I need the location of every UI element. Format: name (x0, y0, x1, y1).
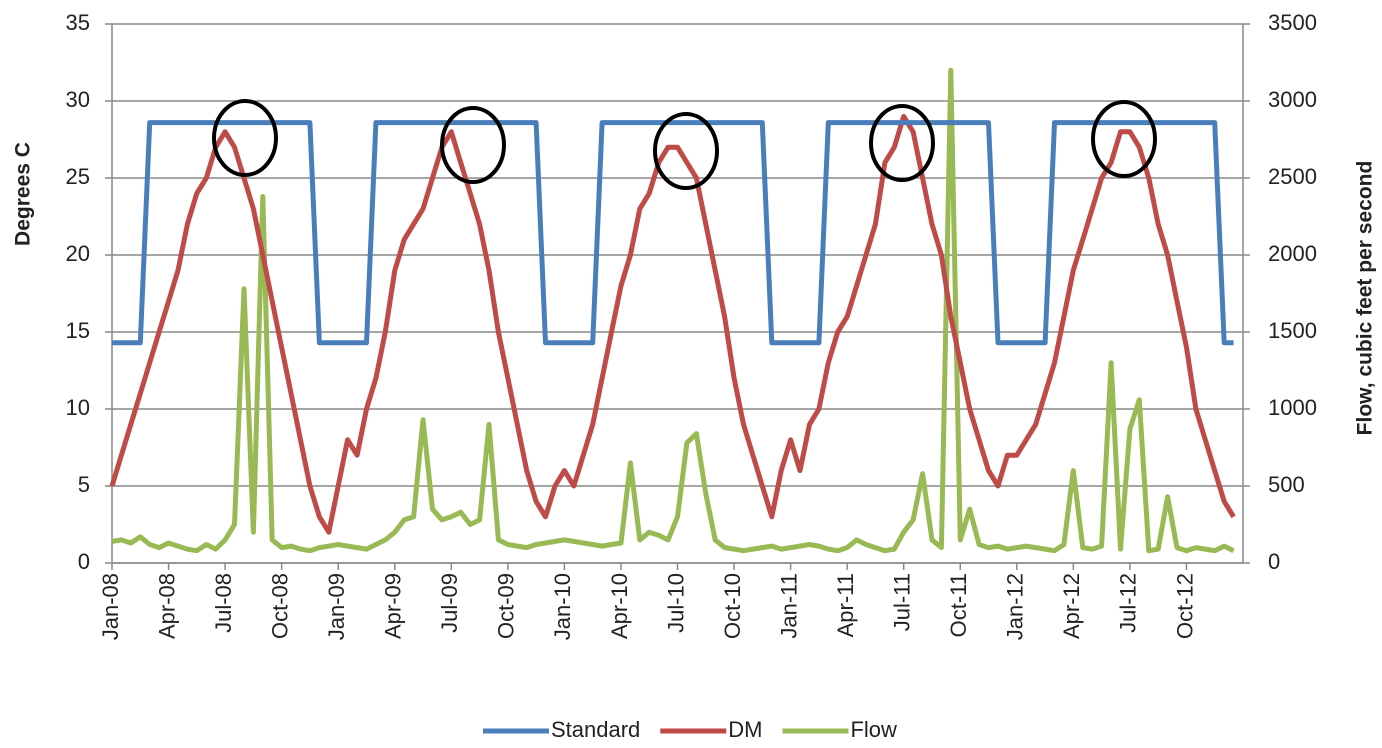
x-tick-label: Jul-09 (437, 573, 462, 633)
x-tick-label: Jan-09 (324, 573, 349, 640)
y2-tick-label: 3500 (1268, 10, 1317, 35)
y2-tick-label: 1000 (1268, 395, 1317, 420)
x-tick-label: Oct-09 (494, 573, 519, 639)
y2-tick-label: 1500 (1268, 318, 1317, 343)
x-tick-label: Apr-11 (833, 573, 858, 637)
x-tick-label: Jul-10 (663, 573, 688, 633)
legend-label: Flow (850, 717, 897, 742)
legend: Standard DM Flow (482, 717, 897, 742)
x-tick-label: Jan-11 (776, 573, 801, 639)
annotations (212, 99, 1157, 190)
x-tick-label: Oct-10 (720, 573, 745, 639)
x-tick-label: Oct-11 (946, 573, 971, 637)
legend-label: Standard (551, 717, 640, 742)
series-line (112, 120, 1234, 346)
x-tick-label: Apr-12 (1059, 573, 1084, 639)
circle (869, 104, 935, 182)
circle (653, 112, 719, 190)
x-tick-label: Jul-11 (890, 573, 915, 631)
y2-axis-title: Flow, cubic feet per second (1354, 161, 1377, 436)
y2-tick-label: 2000 (1268, 241, 1317, 266)
y2-tick-label: 500 (1268, 472, 1305, 497)
y-tick-label: 15 (66, 318, 90, 343)
x-tick-label: Apr-08 (154, 573, 179, 639)
x-tick-label: Jan-08 (98, 573, 123, 640)
y-tick-label: 30 (66, 87, 90, 112)
y2-tick-label: 0 (1268, 549, 1280, 574)
x-tick-label: Jul-12 (1116, 573, 1141, 633)
x-tick-label: Jul-08 (211, 573, 236, 633)
y-tick-label: 25 (66, 164, 90, 189)
x-tick-label: Apr-10 (607, 573, 632, 639)
y-tick-label: 10 (66, 395, 90, 420)
x-tick-label: Jan-12 (1003, 573, 1028, 640)
series-line (109, 113, 1236, 535)
y-tick-label: 20 (66, 241, 90, 266)
y-tick-label: 0 (78, 549, 90, 574)
y-axis-title: Degrees C (12, 142, 35, 246)
y2-tick-label: 3000 (1268, 87, 1317, 112)
x-tick-label: Jan-10 (550, 573, 575, 640)
x-tick-label: Oct-12 (1172, 573, 1197, 639)
x-tick-label: Apr-09 (381, 573, 406, 639)
y2-tick-label: 2500 (1268, 164, 1317, 189)
legend-label: DM (728, 717, 762, 742)
circle (212, 99, 278, 177)
y-tick-label: 35 (66, 10, 90, 35)
y-tick-label: 5 (78, 472, 90, 497)
circle (440, 106, 506, 184)
circle (1091, 100, 1157, 178)
series-line (111, 67, 1235, 554)
x-tick-label: Oct-08 (267, 573, 292, 639)
